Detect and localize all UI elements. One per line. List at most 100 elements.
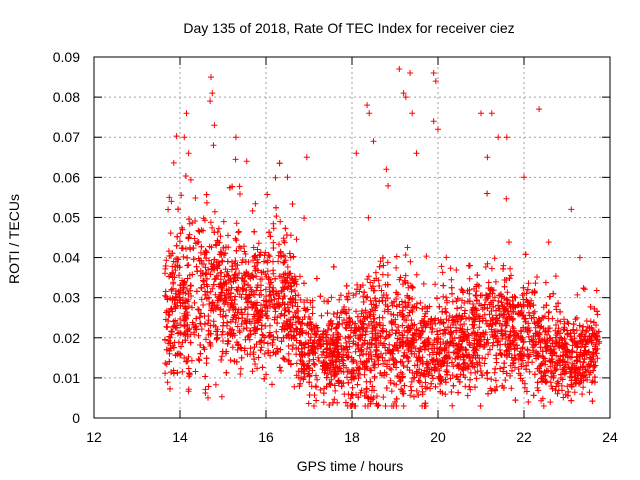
data-point bbox=[265, 252, 272, 258]
data-point bbox=[532, 280, 539, 287]
y-axis-label: ROTI / TECUs bbox=[6, 194, 22, 284]
data-point bbox=[374, 353, 381, 360]
data-point bbox=[209, 285, 216, 292]
data-point bbox=[502, 341, 509, 348]
data-point bbox=[515, 366, 522, 372]
data-point bbox=[196, 257, 203, 264]
data-point bbox=[449, 402, 456, 409]
data-point bbox=[478, 110, 484, 117]
data-point bbox=[309, 367, 316, 374]
data-point bbox=[429, 375, 436, 382]
data-point bbox=[269, 381, 275, 388]
data-point bbox=[182, 315, 189, 322]
data-point bbox=[187, 287, 194, 294]
data-point bbox=[361, 337, 368, 344]
data-point bbox=[388, 403, 395, 409]
data-point bbox=[591, 363, 598, 370]
data-point bbox=[272, 308, 279, 315]
data-point bbox=[234, 323, 241, 330]
data-point bbox=[229, 263, 236, 270]
data-point bbox=[508, 354, 515, 361]
data-point bbox=[549, 340, 556, 347]
data-point bbox=[370, 394, 377, 401]
data-point bbox=[216, 251, 223, 258]
data-point bbox=[416, 379, 423, 386]
data-point bbox=[442, 391, 449, 398]
data-point bbox=[400, 90, 407, 97]
data-point bbox=[469, 309, 476, 316]
data-point bbox=[371, 387, 377, 394]
data-point bbox=[454, 354, 461, 361]
data-point bbox=[530, 302, 537, 309]
data-point bbox=[528, 336, 535, 343]
data-point bbox=[261, 258, 267, 265]
data-point bbox=[317, 342, 324, 349]
data-point bbox=[330, 311, 337, 317]
data-point bbox=[476, 324, 483, 331]
data-point bbox=[211, 122, 218, 129]
data-point bbox=[287, 283, 294, 290]
data-point bbox=[399, 313, 406, 320]
data-point bbox=[410, 375, 417, 382]
data-point bbox=[384, 361, 391, 368]
data-point bbox=[190, 245, 197, 252]
data-point bbox=[280, 235, 287, 242]
data-point bbox=[461, 354, 467, 361]
data-point bbox=[398, 298, 405, 305]
data-point bbox=[524, 326, 531, 332]
data-point bbox=[221, 281, 228, 288]
data-point bbox=[379, 271, 386, 278]
data-point bbox=[221, 292, 228, 299]
data-point bbox=[589, 339, 596, 346]
data-point bbox=[243, 269, 250, 276]
data-point bbox=[214, 302, 220, 308]
data-point bbox=[313, 372, 319, 379]
data-point bbox=[376, 283, 383, 289]
data-point bbox=[543, 302, 550, 309]
data-point bbox=[320, 348, 327, 355]
data-point bbox=[291, 332, 298, 339]
data-point bbox=[419, 383, 426, 390]
data-point bbox=[521, 174, 527, 181]
data-point bbox=[488, 308, 495, 314]
data-point bbox=[170, 323, 177, 330]
data-point bbox=[471, 321, 478, 328]
data-point bbox=[399, 322, 406, 329]
data-point bbox=[378, 287, 385, 294]
data-point bbox=[301, 280, 307, 287]
data-point bbox=[529, 289, 536, 296]
data-point bbox=[174, 369, 181, 376]
data-point bbox=[328, 376, 335, 383]
data-point bbox=[348, 374, 354, 381]
data-point bbox=[371, 361, 378, 368]
data-point bbox=[166, 253, 173, 259]
data-point bbox=[448, 331, 454, 338]
data-point bbox=[405, 312, 411, 319]
data-point bbox=[438, 319, 445, 325]
data-point bbox=[543, 367, 550, 374]
data-point bbox=[475, 336, 482, 343]
data-point bbox=[179, 368, 186, 375]
data-point bbox=[195, 332, 202, 339]
data-point bbox=[164, 379, 171, 386]
data-point bbox=[406, 295, 413, 302]
data-point bbox=[195, 356, 202, 362]
data-point bbox=[180, 289, 187, 296]
data-point bbox=[384, 308, 391, 315]
data-point bbox=[571, 389, 578, 396]
data-point bbox=[367, 378, 374, 385]
data-point bbox=[347, 395, 354, 402]
data-point bbox=[340, 369, 347, 375]
data-point bbox=[223, 287, 230, 294]
data-point bbox=[444, 362, 450, 369]
data-point bbox=[504, 289, 511, 296]
data-point bbox=[439, 269, 446, 276]
data-point bbox=[370, 301, 377, 308]
data-point bbox=[313, 332, 320, 338]
data-point bbox=[195, 306, 202, 313]
data-point bbox=[203, 295, 210, 302]
data-point bbox=[207, 330, 214, 337]
data-point bbox=[511, 364, 518, 371]
data-point bbox=[506, 239, 512, 246]
data-point bbox=[437, 381, 443, 387]
